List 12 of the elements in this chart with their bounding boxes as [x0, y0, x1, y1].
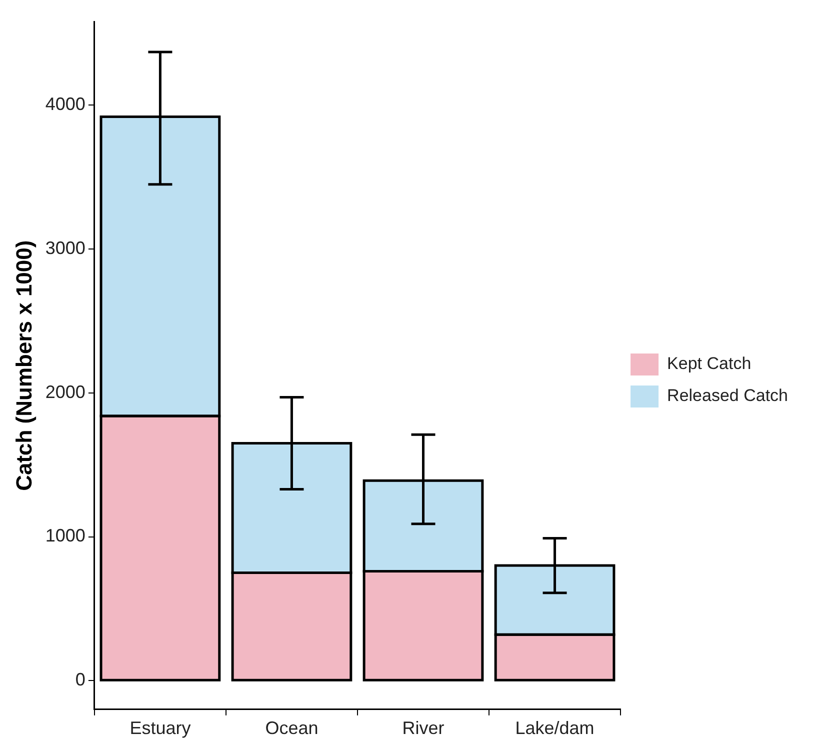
x-tick-label: River	[402, 718, 444, 738]
x-tick-label: Estuary	[130, 718, 191, 738]
y-tick-label: 3000	[45, 238, 86, 258]
y-tick-label: 4000	[45, 94, 86, 114]
y-tick-label: 1000	[45, 526, 86, 546]
y-tick-label: 2000	[45, 382, 86, 402]
y-tick-label: 0	[75, 670, 86, 690]
x-tick-label: Ocean	[265, 718, 318, 738]
x-tick-label: Lake/dam	[515, 718, 594, 738]
legend-label: Released Catch	[667, 386, 788, 406]
y-axis-title: Catch (Numbers x 1000)	[11, 240, 36, 491]
legend-label: Kept Catch	[667, 354, 752, 374]
